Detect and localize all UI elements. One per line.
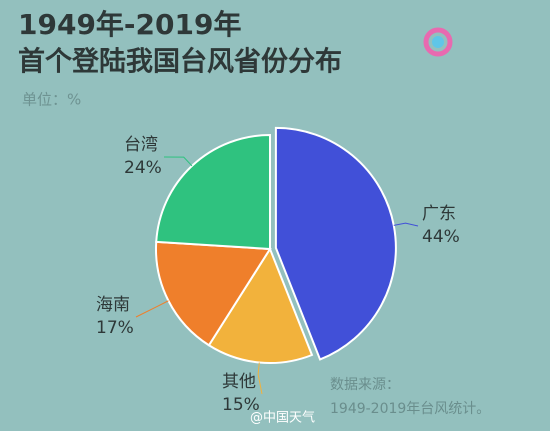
source-title: 数据来源： bbox=[330, 377, 400, 393]
leader-line bbox=[135, 300, 169, 318]
slice-label: 其他 bbox=[222, 372, 256, 392]
pie-slice bbox=[155, 240, 272, 347]
logo-core bbox=[432, 36, 444, 48]
source-text: 1949-2019年台风统计。 bbox=[330, 401, 490, 417]
slice-label: 海南 bbox=[96, 295, 130, 315]
slice-value-label: 24% bbox=[124, 158, 162, 178]
leader-line bbox=[393, 222, 419, 227]
logo-ring bbox=[423, 27, 453, 57]
slice-label: 广东 bbox=[422, 204, 456, 224]
leader-line bbox=[163, 156, 193, 167]
pie-slice bbox=[207, 246, 314, 364]
pie-slice bbox=[274, 126, 397, 361]
slice-value-label: 15% bbox=[222, 395, 260, 415]
chart-title: 1949年-2019年 bbox=[18, 8, 241, 41]
watermark: @中国天气 bbox=[250, 410, 315, 426]
pie-slice bbox=[155, 133, 271, 251]
slice-value-label: 17% bbox=[96, 318, 134, 338]
slice-label: 台湾 bbox=[124, 135, 158, 155]
leader-line bbox=[257, 362, 263, 395]
slice-value-label: 44% bbox=[422, 227, 460, 247]
logo bbox=[423, 27, 453, 57]
chart-subtitle: 首个登陆我国台风省份分布 bbox=[18, 46, 342, 78]
unit-label: 单位：% bbox=[22, 91, 81, 109]
